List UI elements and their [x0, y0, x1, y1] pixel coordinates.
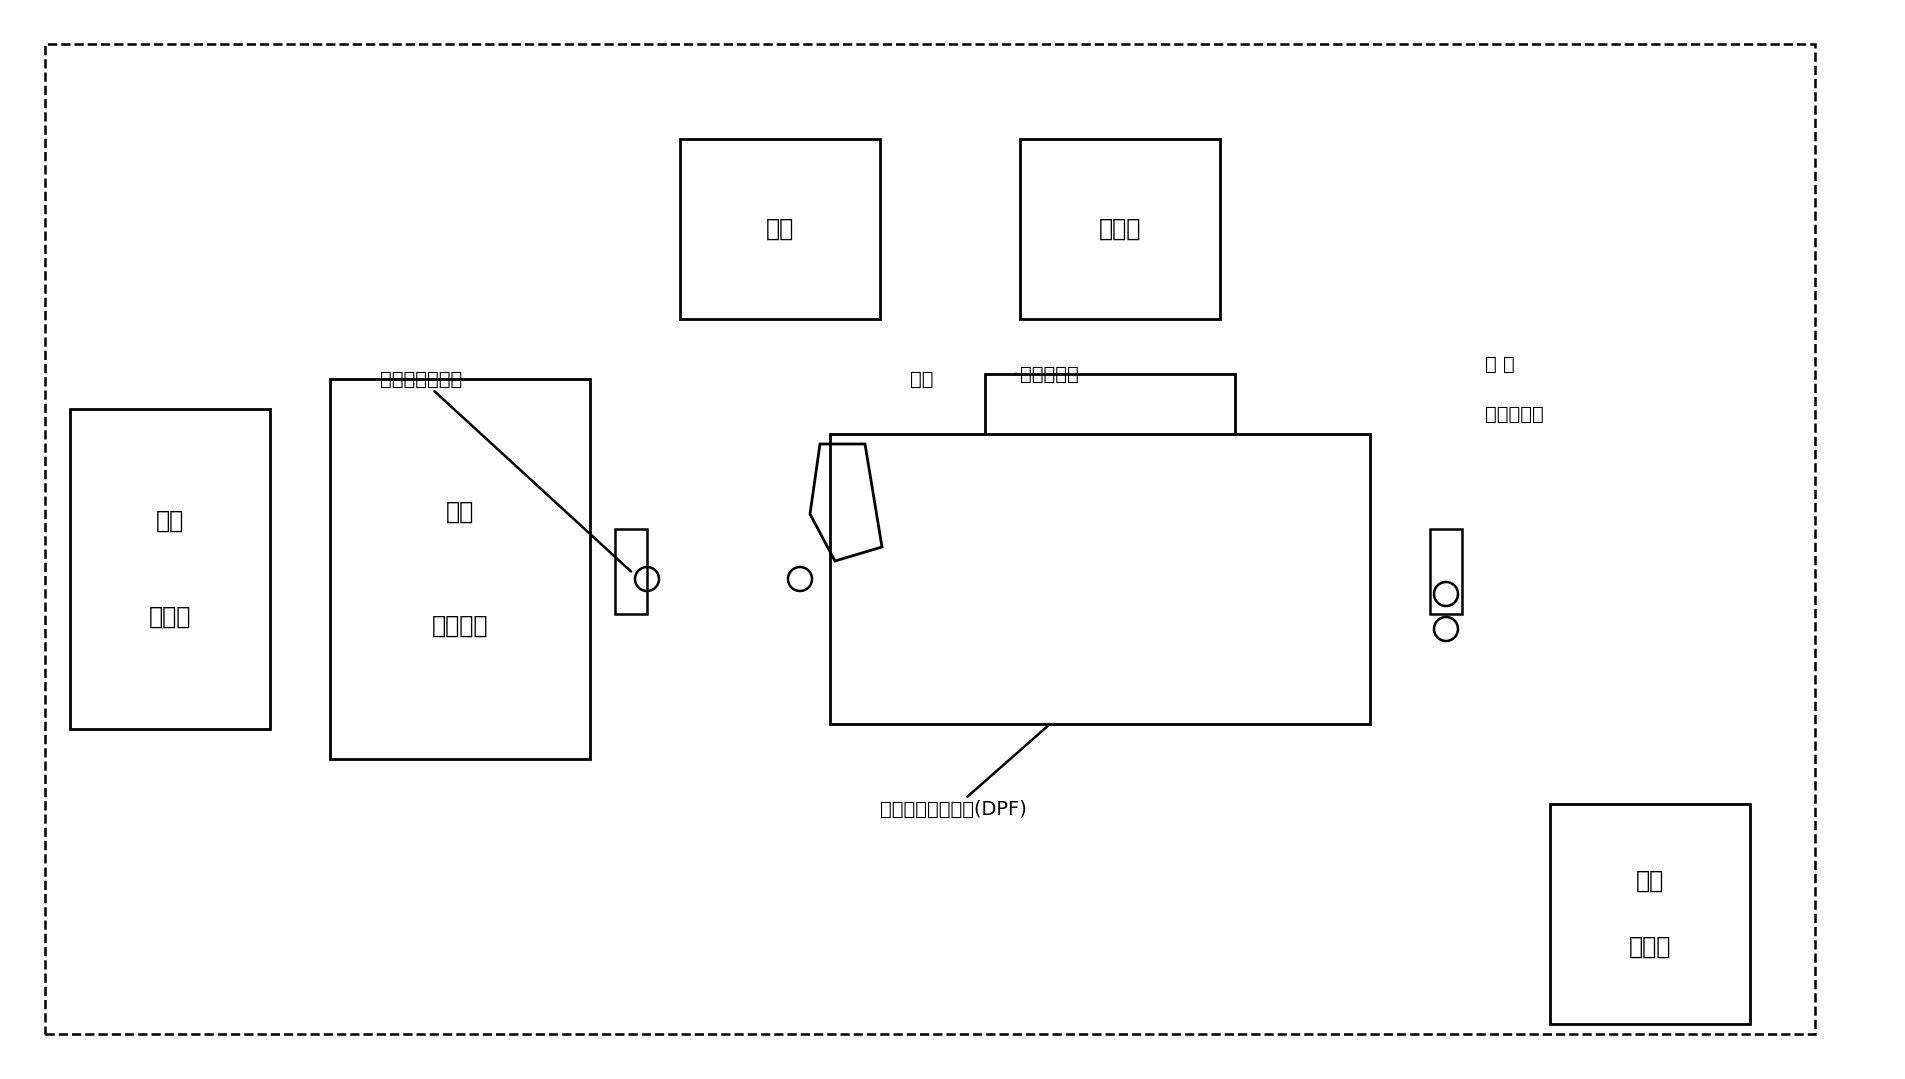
Text: 水箱: 水箱 — [766, 217, 794, 241]
Bar — [1549, 804, 1749, 1024]
Text: 第一温度传感器: 第一温度传感器 — [379, 369, 631, 572]
Bar — [1429, 529, 1461, 614]
Text: 柴油机颗粒捕集器(DPF): 柴油机颗粒捕集器(DPF) — [880, 724, 1050, 819]
Bar — [330, 379, 591, 759]
Text: 其他: 其他 — [446, 500, 474, 524]
Text: 温度传感器: 温度传感器 — [1484, 405, 1543, 423]
Text: 压差传感器: 压差传感器 — [1015, 365, 1078, 383]
Text: 喷嘴: 喷嘴 — [909, 369, 933, 388]
Text: 生物: 生物 — [156, 509, 185, 533]
Text: 后处理器: 后处理器 — [432, 614, 488, 638]
Bar — [615, 529, 646, 614]
Bar — [1019, 139, 1219, 319]
Text: 控制器: 控制器 — [1099, 217, 1141, 241]
Text: 第 二: 第 二 — [1484, 355, 1514, 373]
Bar — [829, 434, 1370, 724]
Text: 柴油机: 柴油机 — [149, 605, 190, 629]
Text: 收集桶: 收集桶 — [1629, 935, 1671, 959]
Bar — [70, 409, 271, 729]
Bar — [985, 374, 1234, 464]
Text: 污水: 污水 — [1634, 869, 1663, 893]
Bar — [680, 139, 880, 319]
